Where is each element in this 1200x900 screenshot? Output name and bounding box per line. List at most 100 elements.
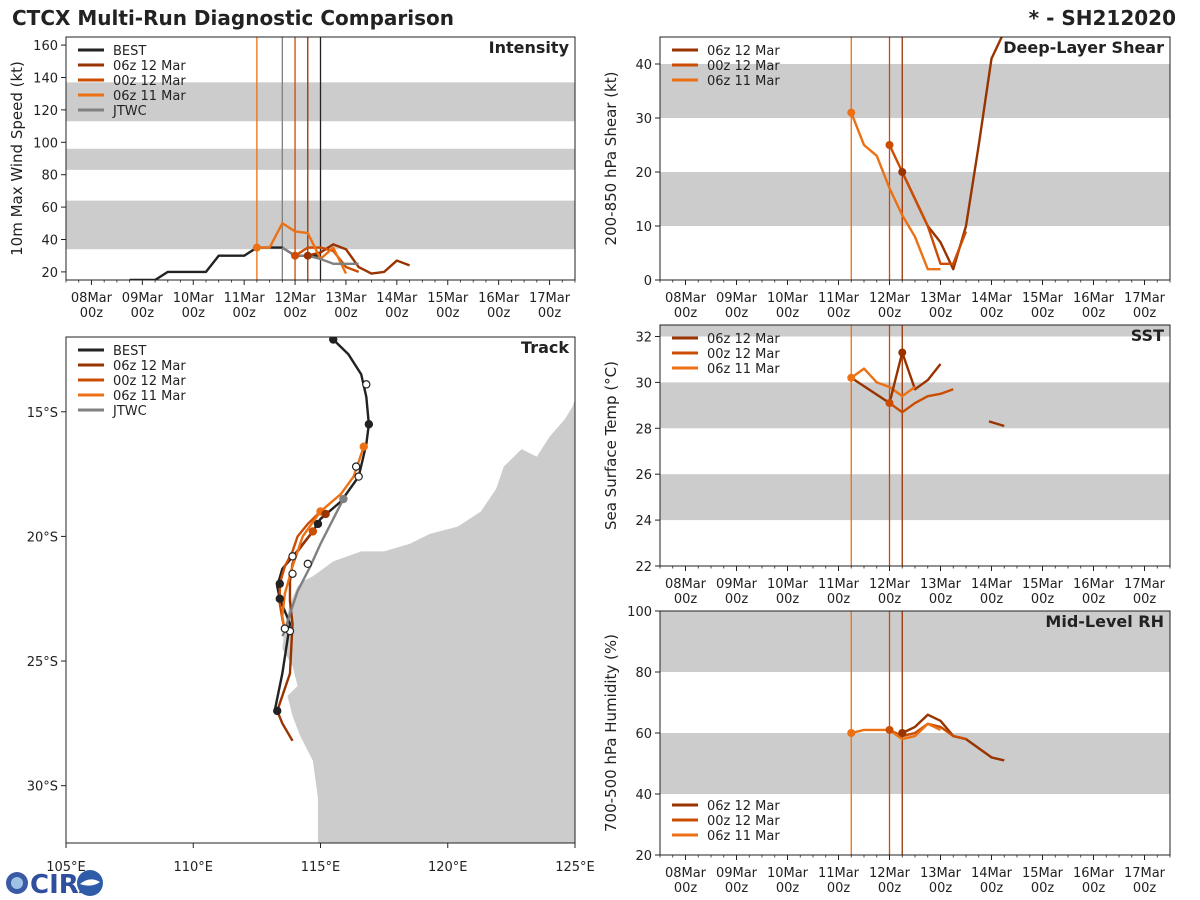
legend-label: 00z 12 Mar <box>113 374 186 389</box>
plot-area <box>660 611 1170 855</box>
x-tick-label: 11Mar <box>224 291 266 306</box>
x-tick-label: 15Mar <box>1022 577 1064 592</box>
x-tick-sublabel: 00z <box>674 592 698 607</box>
y-tick-label: 30°S <box>27 780 58 795</box>
y-axis-label: 200-850 hPa Shear (kt) <box>602 72 620 246</box>
x-tick-label: 110°E <box>173 860 213 875</box>
x-tick-sublabel: 00z <box>538 306 562 321</box>
panel-frame <box>659 610 1171 856</box>
track-point <box>362 380 371 389</box>
x-tick-label: 105°E <box>46 860 86 875</box>
init-marker <box>898 168 907 176</box>
y-axis-label: Sea Surface Temp (°C) <box>602 361 620 530</box>
track-point <box>288 552 297 561</box>
x-tick-label: 13Mar <box>325 291 367 306</box>
y-tick-label: 15°S <box>27 406 58 421</box>
plot-area <box>660 37 1170 280</box>
legend-label: 06z 11 Mar <box>707 74 780 89</box>
x-tick-label: 10Mar <box>173 291 215 306</box>
y-tick-label: 26 <box>635 468 652 483</box>
x-tick-label: 13Mar <box>920 577 962 592</box>
threshold-band <box>660 325 1170 337</box>
threshold-band <box>660 733 1170 794</box>
x-tick-label: 08Mar <box>665 577 707 592</box>
init-marker <box>847 729 856 737</box>
plot-area <box>66 37 575 280</box>
sst-panel: 08Mar00z09Mar00z10Mar00z11Mar00z12Mar00z… <box>602 324 1171 607</box>
init-marker <box>885 725 894 734</box>
y-tick-label: 100 <box>627 605 652 620</box>
x-tick-label: 16Mar <box>478 291 520 306</box>
y-tick-label: 40 <box>635 58 652 73</box>
track-point <box>275 579 284 588</box>
y-tick-label: 20°S <box>27 530 58 545</box>
panel-frame <box>659 36 1171 281</box>
legend-label: 06z 11 Mar <box>707 829 780 844</box>
x-tick-sublabel: 00z <box>80 306 104 321</box>
x-tick-sublabel: 00z <box>385 306 409 321</box>
x-tick-sublabel: 00z <box>1031 592 1055 607</box>
x-tick-label: 16Mar <box>1073 577 1115 592</box>
x-tick-sublabel: 00z <box>232 306 256 321</box>
x-tick-label: 11Mar <box>818 291 860 306</box>
y-tick-label: 30 <box>635 112 652 127</box>
x-tick-sublabel: 00z <box>776 306 800 321</box>
x-tick-label: 17Mar <box>1124 291 1166 306</box>
y-axis-label: 700-500 hPa Humidity (%) <box>602 634 620 832</box>
x-tick-label: 08Mar <box>71 291 113 306</box>
x-tick-label: 125°E <box>555 860 595 875</box>
init-marker <box>898 729 907 737</box>
x-tick-sublabel: 00z <box>827 306 851 321</box>
track-point <box>275 594 284 603</box>
panel-frame <box>65 36 576 281</box>
x-tick-label: 14Mar <box>971 291 1013 306</box>
series-line-06z-11-mar <box>256 222 348 275</box>
x-tick-label: 10Mar <box>767 291 809 306</box>
track-line-06z-12-mar <box>275 530 314 742</box>
panel-title: Intensity <box>489 38 570 57</box>
x-tick-sublabel: 00z <box>674 306 698 321</box>
x-tick-sublabel: 00z <box>929 881 953 896</box>
init-marker <box>847 108 856 117</box>
track-point <box>313 519 323 529</box>
x-tick-sublabel: 00z <box>980 881 1004 896</box>
init-marker <box>885 141 894 149</box>
x-tick-sublabel: 00z <box>827 881 851 896</box>
x-tick-label: 12Mar <box>869 866 911 881</box>
y-tick-label: 120 <box>33 104 58 119</box>
x-tick-sublabel: 00z <box>725 592 749 607</box>
x-tick-label: 14Mar <box>971 866 1013 881</box>
series-line-06z-11-mar <box>850 367 916 398</box>
y-tick-label: 80 <box>635 666 652 681</box>
y-tick-label: 40 <box>635 788 652 803</box>
x-tick-sublabel: 00z <box>929 592 953 607</box>
threshold-band <box>660 611 1170 672</box>
x-tick-label: 16Mar <box>1073 866 1115 881</box>
legend-label: BEST <box>113 344 146 359</box>
x-tick-sublabel: 00z <box>436 306 460 321</box>
track-point <box>273 706 282 716</box>
x-tick-label: 13Mar <box>920 291 962 306</box>
series-line-06z-11-mar <box>850 722 942 741</box>
y-tick-label: 24 <box>635 514 652 529</box>
legend-label: 06z 11 Mar <box>113 89 186 104</box>
track-point <box>354 472 363 481</box>
panel-title: Track <box>521 338 569 357</box>
track-point <box>339 494 348 504</box>
track-point <box>351 462 361 471</box>
plot-area <box>273 337 575 843</box>
init-marker <box>885 399 894 408</box>
x-tick-sublabel: 00z <box>725 306 749 321</box>
x-tick-sublabel: 00z <box>776 592 800 607</box>
x-tick-label: 11Mar <box>818 577 860 592</box>
x-tick-sublabel: 00z <box>1133 881 1157 896</box>
x-tick-sublabel: 00z <box>929 306 953 321</box>
x-tick-label: 14Mar <box>971 577 1013 592</box>
y-tick-label: 40 <box>41 234 58 249</box>
x-tick-label: 12Mar <box>275 291 317 306</box>
panel-title: SST <box>1131 326 1164 345</box>
series-line-06z-11-mar <box>850 112 941 271</box>
legend-label: 06z 11 Mar <box>707 362 780 377</box>
track-point <box>321 509 330 519</box>
track-point <box>364 420 374 429</box>
